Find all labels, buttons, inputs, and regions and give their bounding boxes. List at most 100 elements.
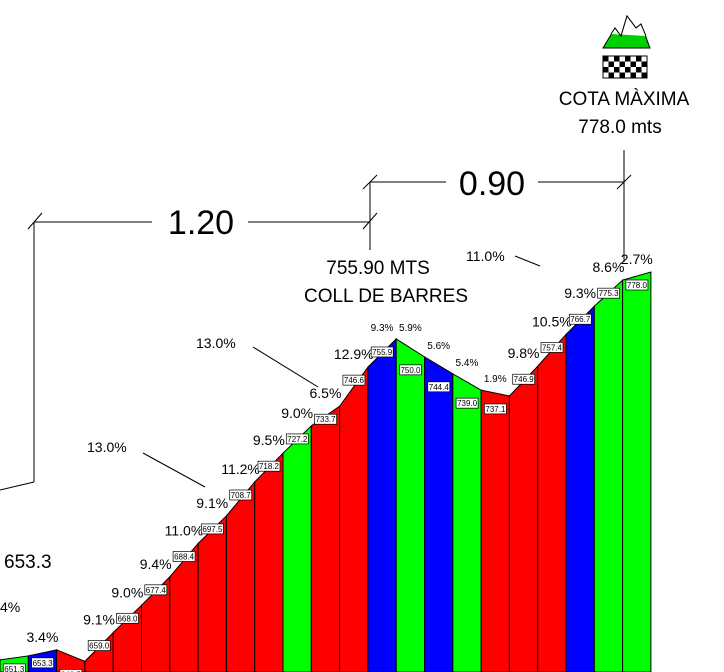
profile-segment xyxy=(197,514,227,672)
altitude-label: 718.2 xyxy=(259,462,280,471)
callout-gradient-a: 13.0% xyxy=(87,439,127,455)
flag-square xyxy=(636,67,642,73)
altitude-label-box xyxy=(31,657,54,669)
altitude-label-box xyxy=(597,287,620,299)
gradient-label: 9.1% xyxy=(83,612,115,628)
profile-segment xyxy=(537,333,567,672)
flag-square xyxy=(636,72,642,78)
pass-name-label: COLL DE BARRES xyxy=(304,286,468,307)
altitude-label: 766.7 xyxy=(570,315,591,324)
altitude-label: 739.0 xyxy=(457,399,478,408)
profile-segment xyxy=(593,279,624,672)
flag-square xyxy=(603,61,609,67)
altitude-label-box xyxy=(370,346,394,358)
flag-square xyxy=(630,72,636,78)
altitude-label-box xyxy=(625,279,649,291)
altitude-label-box xyxy=(172,551,196,562)
gradient-label: 9.0% xyxy=(111,584,143,600)
profile-segment xyxy=(310,405,341,672)
profile-segment xyxy=(480,389,510,672)
altitude-label: 688.4 xyxy=(174,552,195,561)
gradient-label: 9.0% xyxy=(281,405,313,421)
gradient-label: 8.6% xyxy=(592,259,624,275)
altitude-label: 697.5 xyxy=(202,525,223,534)
flag-border xyxy=(602,55,648,79)
flag-square xyxy=(603,56,609,62)
altitude-label-box xyxy=(201,523,224,535)
profile-segment xyxy=(424,355,454,672)
profile-segment xyxy=(339,365,369,672)
flag-square xyxy=(641,56,647,62)
profile-segment xyxy=(565,305,595,672)
profile-segment xyxy=(367,337,397,672)
flag-square xyxy=(625,67,631,73)
altitude-label: 668.0 xyxy=(117,614,138,623)
gradient-label: 9.4% xyxy=(140,556,172,572)
start-altitude: 653.3 xyxy=(4,552,52,573)
altitude-label: 708.7 xyxy=(231,491,252,500)
gradient-label: 9.3% xyxy=(371,323,394,334)
flag-square xyxy=(636,61,642,67)
gradient-label: 2.7% xyxy=(621,251,653,267)
flag-square xyxy=(614,56,620,62)
profile-segment xyxy=(84,631,114,672)
gradient-label: 11.2% xyxy=(221,461,260,477)
altitude-label-box xyxy=(59,669,83,672)
profile-segment xyxy=(395,338,425,672)
altitude-label: 727.2 xyxy=(287,435,308,444)
altitude-label: 746.6 xyxy=(344,376,365,385)
distance-2: 0.90 xyxy=(459,165,525,203)
mountain-summit-icon xyxy=(602,14,651,49)
flag-square xyxy=(641,61,647,67)
profile-segment xyxy=(56,649,86,672)
flag-square xyxy=(614,67,620,73)
profile-segment xyxy=(225,480,256,672)
gradient-label: 1.9% xyxy=(484,374,507,385)
altitude-label: 778.0 xyxy=(627,281,648,290)
altitude-label: 733.7 xyxy=(316,415,337,424)
altitude-label: 750.0 xyxy=(400,366,421,375)
altitude-label: 757.4 xyxy=(542,343,563,352)
altitude-label-box xyxy=(87,640,111,651)
distance-1: 1.20 xyxy=(168,204,234,242)
altitude-label-box xyxy=(399,364,422,376)
profile-segment xyxy=(169,542,199,672)
profile-bars xyxy=(0,271,652,672)
altitude-label-box xyxy=(314,413,337,425)
altitude-label: 737.1 xyxy=(485,405,506,414)
altitude-label: 677.4 xyxy=(146,586,167,595)
callout-gradient-c: 11.0% xyxy=(466,248,505,264)
altitude-label: 653.3 xyxy=(33,659,54,668)
altitude-label: 775.3 xyxy=(599,289,620,298)
altitude-label: 746.9 xyxy=(514,375,535,384)
distance-dimension-1 xyxy=(0,182,378,491)
altitude-label: 755.9 xyxy=(372,348,393,357)
checkered-flag-icon xyxy=(602,55,648,79)
gradient-label: 5.6% xyxy=(427,341,450,352)
altitude-label-box xyxy=(455,397,479,409)
altitude-label-box xyxy=(427,381,451,393)
gradient-label: 3.4% xyxy=(26,629,58,645)
flag-square xyxy=(608,61,614,67)
flag-square xyxy=(630,67,636,73)
flag-square xyxy=(641,72,647,78)
flag-square xyxy=(608,56,614,62)
flag-square xyxy=(614,61,620,67)
altitude-label: 659.0 xyxy=(89,642,110,651)
altitude-label-box xyxy=(285,433,309,445)
flag-square xyxy=(603,72,609,78)
flag-square xyxy=(625,56,631,62)
altitude-label: 651.3 xyxy=(4,665,25,672)
gradient-label: 5.9% xyxy=(399,323,422,334)
flag-square xyxy=(603,67,609,73)
flag-square xyxy=(625,61,631,67)
altitude-label-box xyxy=(229,489,253,501)
callout-gradient-b: 13.0% xyxy=(196,335,236,351)
gradient-label: 6.5% xyxy=(309,385,341,401)
flag-square xyxy=(619,56,625,62)
flag-square xyxy=(641,67,647,73)
gradient-label: 5.4% xyxy=(456,358,479,369)
flag-square xyxy=(630,56,636,62)
flag-square xyxy=(625,72,631,78)
